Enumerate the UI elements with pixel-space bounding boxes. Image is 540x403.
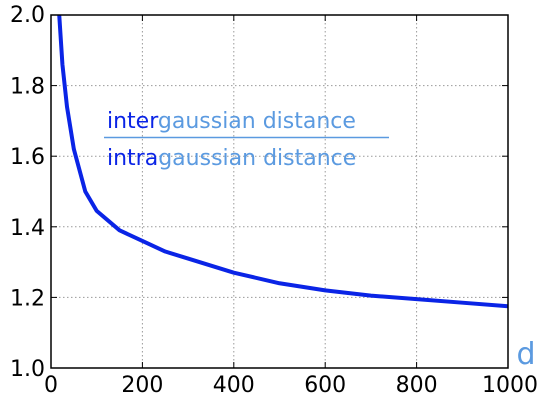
tick-marks <box>50 14 509 369</box>
y-tick-label: 1.4 <box>10 216 45 241</box>
series-layer <box>57 14 509 309</box>
y-tick-label: 1.2 <box>10 286 45 311</box>
y-tick-label: 1.6 <box>10 145 45 170</box>
x-axis-label: d <box>516 337 535 372</box>
series-line <box>57 14 509 309</box>
annotation-denominator-suffix: gaussian distance <box>158 146 356 171</box>
x-tick-label: 1000 <box>482 373 538 398</box>
annotation-numerator: intergaussian distance <box>107 109 356 134</box>
plot-frame <box>50 14 509 369</box>
x-tick-label: 800 <box>396 373 438 398</box>
ratio-annotation: intergaussian distance intragaussian dis… <box>104 109 389 171</box>
annotation-numerator-suffix: gaussian distance <box>158 109 356 134</box>
grid-lines <box>51 15 508 368</box>
tick-labels: 0 200 400 600 800 1000 1.0 1.2 1.4 1.6 1.8 2.0 <box>10 3 538 398</box>
x-tick-label: 200 <box>121 373 163 398</box>
x-tick-label: 600 <box>304 373 346 398</box>
annotation-denominator-prefix: intra <box>107 146 158 171</box>
y-tick-label: 1.8 <box>10 75 45 100</box>
y-tick-label: 1.0 <box>10 357 45 382</box>
y-tick-label: 2.0 <box>10 3 45 28</box>
annotation-denominator: intragaussian distance <box>107 146 356 171</box>
x-tick-label: 400 <box>213 373 255 398</box>
x-tick-label: 0 <box>44 373 58 398</box>
annotation-numerator-prefix: inter <box>107 109 159 134</box>
